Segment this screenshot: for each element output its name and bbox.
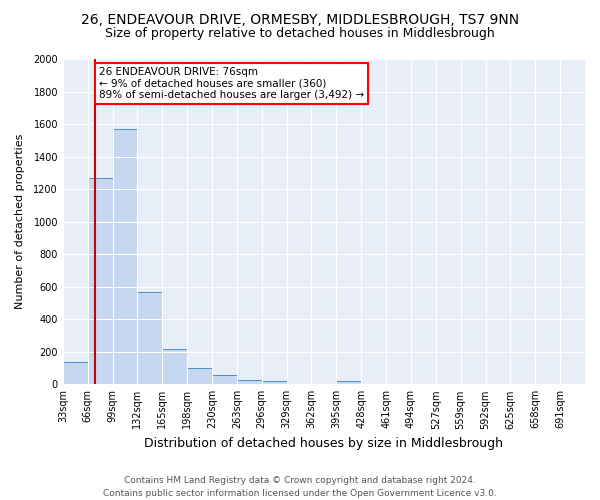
Bar: [137, 292, 162, 384]
Bar: [162, 348, 187, 384]
Text: 26, ENDEAVOUR DRIVE, ORMESBY, MIDDLESBROUGH, TS7 9NN: 26, ENDEAVOUR DRIVE, ORMESBY, MIDDLESBRO…: [81, 12, 519, 26]
Bar: [88, 178, 113, 384]
Y-axis label: Number of detached properties: Number of detached properties: [15, 134, 25, 310]
Text: 26 ENDEAVOUR DRIVE: 76sqm
← 9% of detached houses are smaller (360)
89% of semi-: 26 ENDEAVOUR DRIVE: 76sqm ← 9% of detach…: [99, 67, 364, 100]
Text: Size of property relative to detached houses in Middlesbrough: Size of property relative to detached ho…: [105, 28, 495, 40]
Bar: [113, 129, 137, 384]
Bar: [237, 380, 262, 384]
Bar: [63, 362, 88, 384]
Text: Contains HM Land Registry data © Crown copyright and database right 2024.
Contai: Contains HM Land Registry data © Crown c…: [103, 476, 497, 498]
Bar: [212, 376, 237, 384]
Bar: [262, 381, 287, 384]
X-axis label: Distribution of detached houses by size in Middlesbrough: Distribution of detached houses by size …: [145, 437, 503, 450]
Bar: [337, 381, 361, 384]
Bar: [187, 368, 212, 384]
